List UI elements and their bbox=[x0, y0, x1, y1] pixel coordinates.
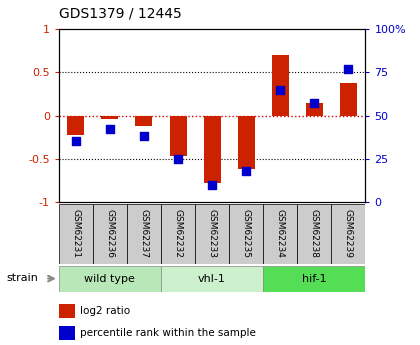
Point bbox=[73, 139, 79, 144]
Bar bbox=[59, 326, 75, 340]
Bar bbox=[272, 55, 289, 116]
Text: GSM62239: GSM62239 bbox=[344, 209, 353, 258]
Text: GSM62236: GSM62236 bbox=[105, 209, 114, 258]
Text: log2 ratio: log2 ratio bbox=[81, 306, 131, 316]
Text: hif-1: hif-1 bbox=[302, 274, 327, 284]
Bar bbox=[331, 204, 365, 264]
Point bbox=[175, 156, 181, 161]
Point bbox=[209, 182, 215, 187]
Bar bbox=[67, 116, 84, 135]
Bar bbox=[101, 116, 118, 119]
Bar bbox=[306, 103, 323, 116]
Text: GSM62232: GSM62232 bbox=[173, 209, 183, 258]
Text: GSM62231: GSM62231 bbox=[71, 209, 80, 258]
Point bbox=[141, 134, 147, 139]
Bar bbox=[59, 204, 93, 264]
Text: wild type: wild type bbox=[84, 274, 135, 284]
Point bbox=[277, 87, 284, 92]
Text: percentile rank within the sample: percentile rank within the sample bbox=[81, 328, 256, 338]
Point bbox=[311, 101, 318, 106]
Text: GSM62238: GSM62238 bbox=[310, 209, 319, 258]
Bar bbox=[263, 204, 297, 264]
Text: GSM62233: GSM62233 bbox=[207, 209, 217, 258]
Text: strain: strain bbox=[6, 274, 38, 283]
Bar bbox=[127, 204, 161, 264]
Bar bbox=[195, 204, 229, 264]
Bar bbox=[161, 266, 263, 292]
Bar bbox=[204, 116, 220, 183]
Bar bbox=[263, 266, 365, 292]
Bar bbox=[161, 204, 195, 264]
Point bbox=[345, 66, 352, 72]
Bar bbox=[93, 204, 127, 264]
Bar bbox=[170, 116, 186, 156]
Point bbox=[107, 127, 113, 132]
Bar bbox=[229, 204, 263, 264]
Bar bbox=[340, 83, 357, 116]
Text: GDS1379 / 12445: GDS1379 / 12445 bbox=[59, 7, 181, 21]
Bar bbox=[59, 266, 161, 292]
Text: GSM62237: GSM62237 bbox=[139, 209, 148, 258]
Bar bbox=[59, 304, 75, 318]
Bar bbox=[238, 116, 255, 169]
Bar bbox=[297, 204, 331, 264]
Point bbox=[243, 168, 249, 174]
Text: GSM62235: GSM62235 bbox=[241, 209, 251, 258]
Text: GSM62234: GSM62234 bbox=[276, 209, 285, 258]
Bar bbox=[135, 116, 152, 126]
Text: vhl-1: vhl-1 bbox=[198, 274, 226, 284]
